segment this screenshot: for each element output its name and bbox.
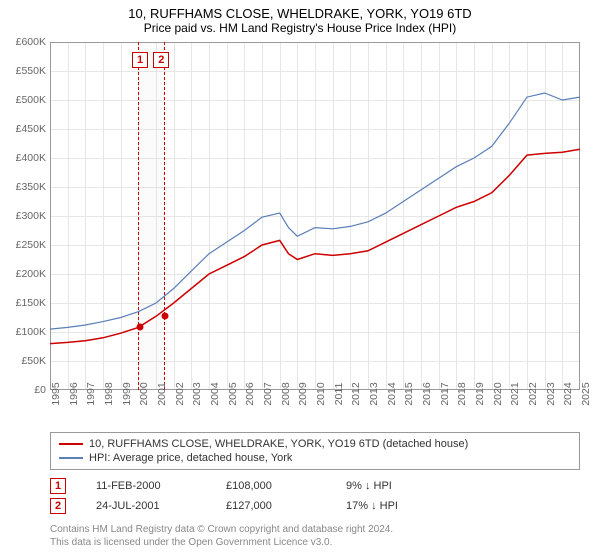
marker-table: 1 11-FEB-2000 £108,000 9% ↓ HPI 2 24-JUL… bbox=[50, 476, 580, 516]
legend: 10, RUFFHAMS CLOSE, WHELDRAKE, YORK, YO1… bbox=[50, 432, 580, 470]
x-tick-label: 2018 bbox=[456, 382, 468, 405]
y-tick-label: £100K bbox=[2, 326, 46, 338]
x-tick-label: 2025 bbox=[580, 382, 592, 405]
x-tick-label: 2009 bbox=[297, 382, 309, 405]
x-tick-label: 2000 bbox=[138, 382, 150, 405]
x-tick-label: 2021 bbox=[509, 382, 521, 405]
sale-price: £127,000 bbox=[226, 500, 346, 512]
x-tick-label: 2015 bbox=[403, 382, 415, 405]
down-arrow-icon: ↓ bbox=[365, 480, 371, 492]
series-svg bbox=[50, 42, 580, 390]
y-tick-label: £50K bbox=[2, 355, 46, 367]
legend-row: HPI: Average price, detached house, York bbox=[59, 451, 571, 465]
y-tick-label: £400K bbox=[2, 152, 46, 164]
x-tick-label: 2014 bbox=[386, 382, 398, 405]
footnote-line: This data is licensed under the Open Gov… bbox=[50, 537, 580, 550]
x-tick-label: 1996 bbox=[68, 382, 80, 405]
x-tick-label: 2007 bbox=[262, 382, 274, 405]
x-tick-label: 2002 bbox=[174, 382, 186, 405]
sale-dot-icon bbox=[137, 324, 144, 331]
x-tick-label: 2001 bbox=[156, 382, 168, 405]
hpi-line bbox=[50, 93, 580, 329]
legend-label: 10, RUFFHAMS CLOSE, WHELDRAKE, YORK, YO1… bbox=[89, 438, 468, 450]
sale-pct: 17% ↓ HPI bbox=[346, 500, 436, 512]
y-tick-label: £300K bbox=[2, 210, 46, 222]
marker-badge-icon: 1 bbox=[132, 52, 148, 68]
y-tick-label: £350K bbox=[2, 181, 46, 193]
sale-pct: 9% ↓ HPI bbox=[346, 480, 436, 492]
x-tick-label: 1995 bbox=[50, 382, 62, 405]
y-tick-label: £0 bbox=[2, 384, 46, 396]
chart-subtitle: Price paid vs. HM Land Registry's House … bbox=[0, 21, 600, 39]
x-tick-label: 2003 bbox=[191, 382, 203, 405]
legend-row: 10, RUFFHAMS CLOSE, WHELDRAKE, YORK, YO1… bbox=[59, 437, 571, 451]
x-tick-label: 2022 bbox=[527, 382, 539, 405]
x-tick-label: 2004 bbox=[209, 382, 221, 405]
y-tick-label: £250K bbox=[2, 239, 46, 251]
x-tick-label: 1997 bbox=[85, 382, 97, 405]
down-arrow-icon: ↓ bbox=[371, 500, 377, 512]
sale-date: 24-JUL-2001 bbox=[96, 500, 226, 512]
x-tick-label: 2023 bbox=[545, 382, 557, 405]
x-tick-label: 2008 bbox=[280, 382, 292, 405]
sale-price: £108,000 bbox=[226, 480, 346, 492]
y-tick-label: £150K bbox=[2, 297, 46, 309]
x-tick-label: 2016 bbox=[421, 382, 433, 405]
x-tick-label: 2024 bbox=[562, 382, 574, 405]
x-tick-label: 2011 bbox=[333, 383, 345, 406]
sale-dot-icon bbox=[161, 313, 168, 320]
chart-title: 10, RUFFHAMS CLOSE, WHELDRAKE, YORK, YO1… bbox=[0, 0, 600, 21]
chart-container: 10, RUFFHAMS CLOSE, WHELDRAKE, YORK, YO1… bbox=[0, 0, 600, 560]
marker-badge-icon: 2 bbox=[153, 52, 169, 68]
footnote: Contains HM Land Registry data © Crown c… bbox=[50, 524, 580, 549]
x-tick-label: 2010 bbox=[315, 382, 327, 405]
x-tick-label: 2012 bbox=[350, 382, 362, 405]
y-tick-label: £450K bbox=[2, 123, 46, 135]
legend-swatch-icon bbox=[59, 443, 83, 445]
x-tick-label: 2006 bbox=[244, 382, 256, 405]
table-row: 2 24-JUL-2001 £127,000 17% ↓ HPI bbox=[50, 496, 580, 516]
x-tick-label: 2017 bbox=[439, 382, 451, 405]
x-tick-label: 1999 bbox=[121, 382, 133, 405]
legend-label: HPI: Average price, detached house, York bbox=[89, 452, 292, 464]
x-tick-label: 2005 bbox=[227, 382, 239, 405]
table-row: 1 11-FEB-2000 £108,000 9% ↓ HPI bbox=[50, 476, 580, 496]
x-tick-label: 2019 bbox=[474, 382, 486, 405]
y-tick-label: £600K bbox=[2, 36, 46, 48]
sale-date: 11-FEB-2000 bbox=[96, 480, 226, 492]
y-tick-label: £550K bbox=[2, 65, 46, 77]
x-tick-label: 2013 bbox=[368, 382, 380, 405]
marker-badge-icon: 1 bbox=[50, 478, 66, 494]
y-tick-label: £200K bbox=[2, 268, 46, 280]
x-tick-label: 1998 bbox=[103, 382, 115, 405]
x-tick-label: 2020 bbox=[492, 382, 504, 405]
y-tick-label: £500K bbox=[2, 94, 46, 106]
marker-badge-icon: 2 bbox=[50, 498, 66, 514]
legend-swatch-icon bbox=[59, 457, 83, 459]
footnote-line: Contains HM Land Registry data © Crown c… bbox=[50, 524, 580, 537]
